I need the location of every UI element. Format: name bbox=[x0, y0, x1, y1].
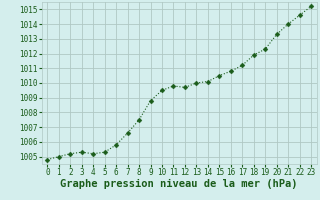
X-axis label: Graphe pression niveau de la mer (hPa): Graphe pression niveau de la mer (hPa) bbox=[60, 179, 298, 189]
